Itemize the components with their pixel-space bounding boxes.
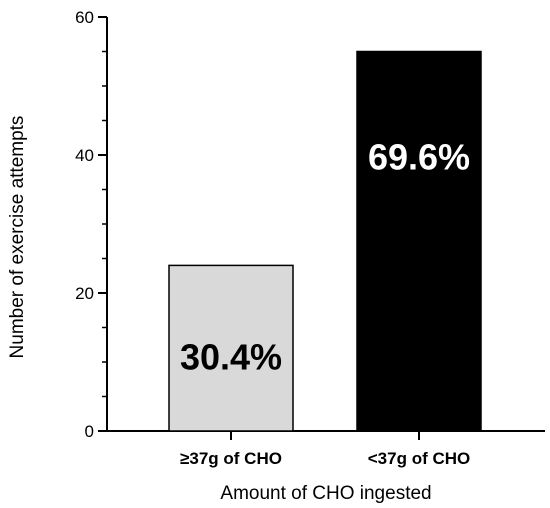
y-tick-label: 20 xyxy=(75,284,94,303)
y-axis-title: Number of exercise attempts xyxy=(7,116,28,359)
y-tick-label: 40 xyxy=(75,146,94,165)
x-axis-title: Amount of CHO ingested xyxy=(220,483,431,504)
data-label: 30.4% xyxy=(180,336,282,377)
bar xyxy=(356,50,482,432)
x-axis: ≥37g of CHO <37g of CHO xyxy=(106,430,545,468)
y-tick-label: 60 xyxy=(75,8,94,27)
bar xyxy=(168,264,294,432)
y-tick-label: 0 xyxy=(85,422,94,441)
x-tick-label: ≥37g of CHO xyxy=(180,449,282,468)
data-labels: 30.4% 69.6% xyxy=(180,137,470,378)
bars xyxy=(168,50,482,432)
x-tick-label: <37g of CHO xyxy=(368,449,471,468)
data-label: 69.6% xyxy=(368,137,470,178)
y-axis: 0 20 40 60 xyxy=(75,8,108,441)
